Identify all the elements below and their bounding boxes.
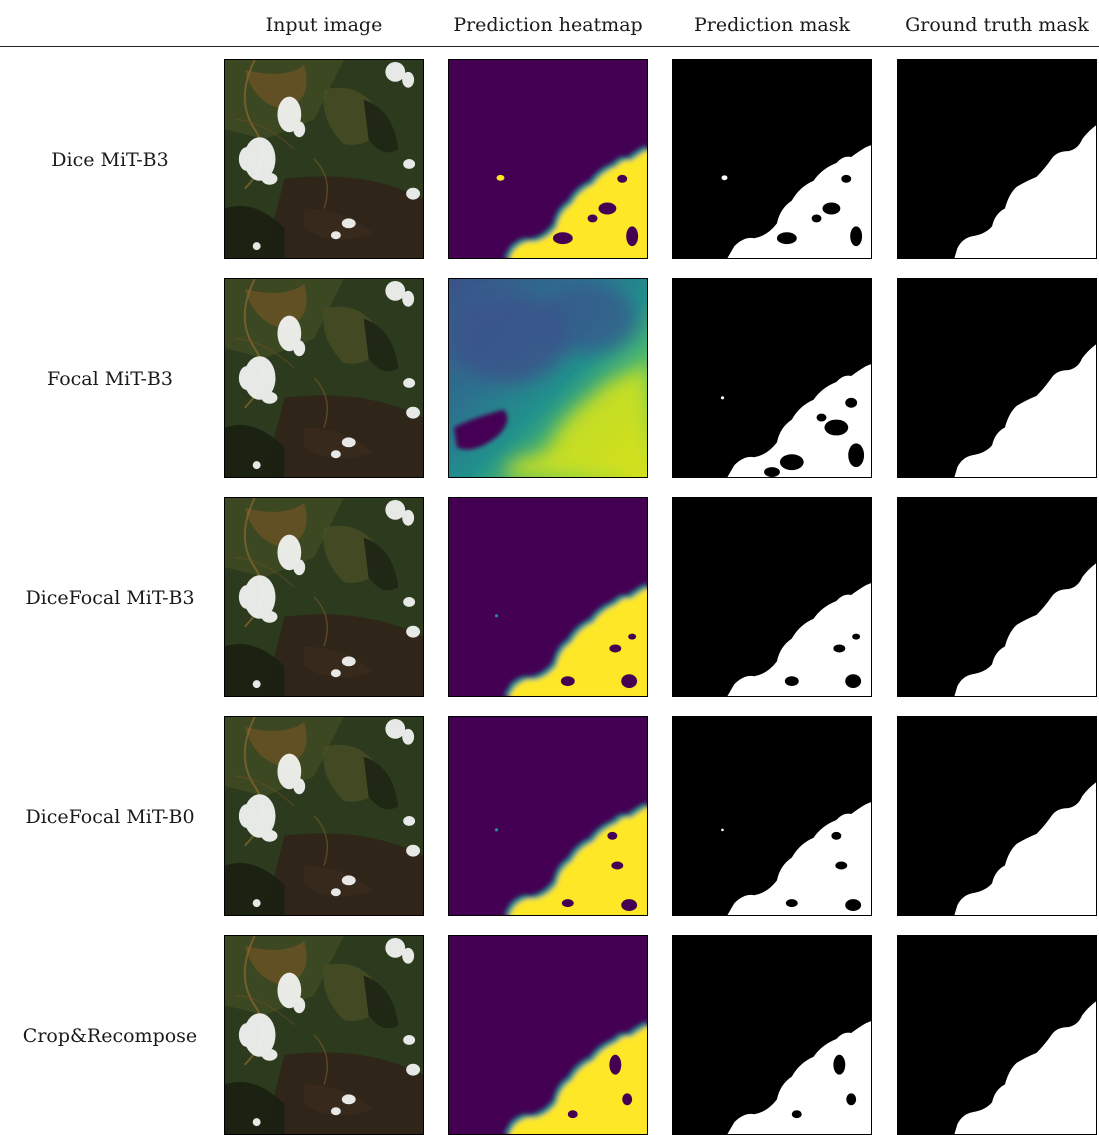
ground-truth-mask <box>897 497 1097 697</box>
prediction-heatmap <box>448 935 648 1135</box>
input-image <box>224 716 424 916</box>
prediction-mask <box>672 278 872 478</box>
input-image <box>224 59 424 259</box>
prediction-mask <box>672 497 872 697</box>
header-rule <box>0 46 1099 47</box>
row-label: Dice MiT-B3 <box>51 149 169 171</box>
ground-truth-mask <box>897 716 1097 916</box>
row-label: Crop&Recompose <box>22 1025 198 1047</box>
ground-truth-mask <box>897 59 1097 259</box>
prediction-heatmap <box>448 716 648 916</box>
prediction-mask <box>672 59 872 259</box>
column-header-ground-truth-mask: Ground truth mask <box>905 14 1089 36</box>
prediction-heatmap <box>448 497 648 697</box>
row-label: DiceFocal MiT-B0 <box>25 806 195 828</box>
input-image <box>224 278 424 478</box>
column-header-prediction-mask: Prediction mask <box>693 14 851 36</box>
input-image <box>224 935 424 1135</box>
row-label: DiceFocal MiT-B3 <box>25 587 195 609</box>
input-image <box>224 497 424 697</box>
column-header-prediction-heatmap: Prediction heatmap <box>453 14 643 36</box>
prediction-mask <box>672 935 872 1135</box>
ground-truth-mask <box>897 278 1097 478</box>
column-header-input-image: Input image <box>265 14 383 36</box>
prediction-mask <box>672 716 872 916</box>
prediction-heatmap <box>448 278 648 478</box>
row-label: Focal MiT-B3 <box>47 368 173 390</box>
prediction-heatmap <box>448 59 648 259</box>
ground-truth-mask <box>897 935 1097 1135</box>
